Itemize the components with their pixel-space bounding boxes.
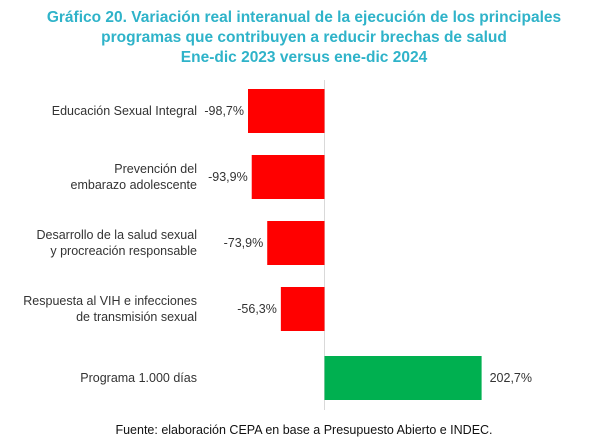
bar: [267, 221, 325, 265]
category-label: Programa 1.000 días: [80, 371, 197, 385]
bar: [251, 155, 325, 199]
category-label-line: Programa 1.000 días: [80, 371, 197, 385]
category-label: Educación Sexual Integral: [52, 104, 197, 118]
chart-source: Fuente: elaboración CEPA en base a Presu…: [115, 423, 493, 437]
category-label-line: Educación Sexual Integral: [52, 104, 197, 118]
category-label-line: de transmisión sexual: [76, 310, 197, 324]
category-label: Desarrollo de la salud sexual y procreaci…: [36, 228, 197, 258]
category-label-line: Desarrollo de la salud sexual: [36, 228, 197, 242]
category-label-line: y procreación responsable: [50, 244, 197, 258]
category-label-line: embarazo adolescente: [71, 178, 198, 192]
chart-title-line-1: Gráfico 20. Variación real interanual de…: [46, 9, 562, 26]
value-label: -56,3%: [237, 302, 277, 316]
bar: [324, 356, 482, 400]
value-label: 202,7%: [490, 371, 532, 385]
bar: [280, 287, 325, 331]
value-label: -73,9%: [224, 236, 264, 250]
category-label-line: Prevención del: [114, 162, 197, 176]
category-label-line: Respuesta al VIH e infecciones: [23, 294, 197, 308]
category-label: Prevención del embarazo adolescente: [71, 162, 198, 192]
bar: [248, 89, 325, 133]
chart-title: Gráfico 20. Variación real interanual de…: [0, 8, 608, 68]
value-label: -98,7%: [204, 104, 244, 118]
category-label: Respuesta al VIH e infecciones de transmi…: [23, 294, 197, 324]
chart-title-line-2: programas que contribuyen a reducir brec…: [101, 29, 507, 46]
value-label: -93,9%: [208, 170, 248, 184]
chart-title-line-3: Ene-dic 2023 versus ene-dic 2024: [180, 49, 428, 66]
